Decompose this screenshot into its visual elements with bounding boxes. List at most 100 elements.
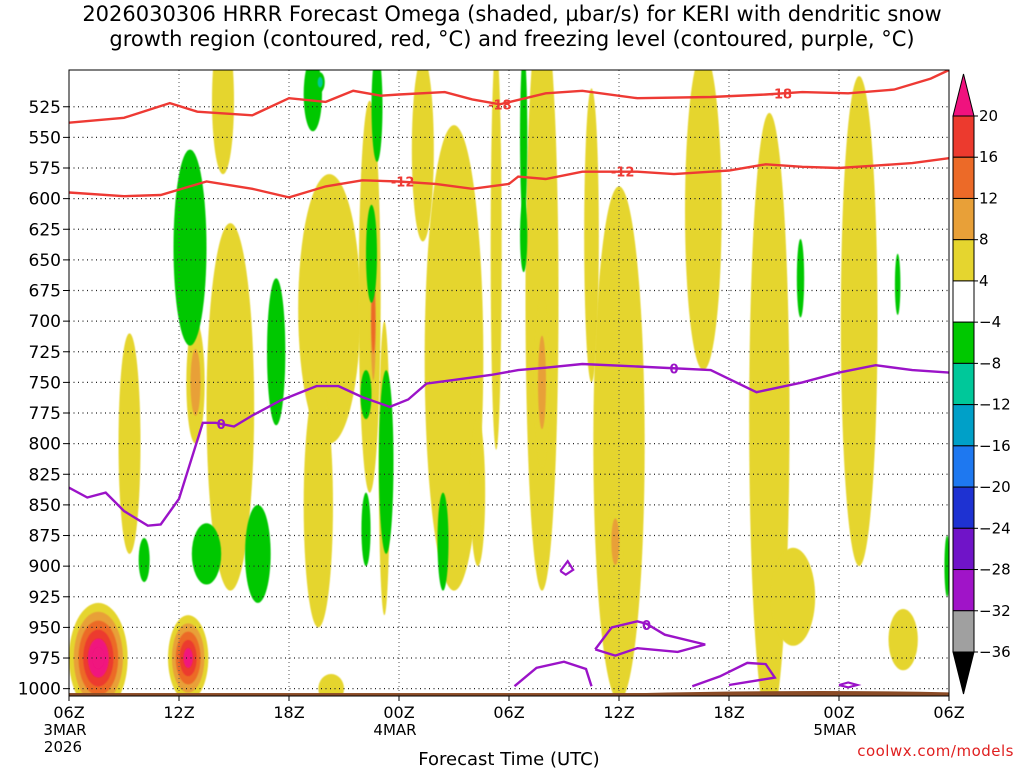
colorbar-bin-4 xyxy=(952,239,975,282)
ytick-label-550: 550 xyxy=(29,128,61,148)
xtick-label-48: 06Z xyxy=(933,703,964,722)
chart-title-line-2: growth region (contoured, red, °C) and f… xyxy=(109,27,915,51)
colorbar-bin-12 xyxy=(952,569,975,612)
colorbar-bin-1 xyxy=(952,115,975,158)
ytick-label-775: 775 xyxy=(29,404,61,424)
xtick-label-24: 06Z xyxy=(493,703,524,722)
omega-cell-20-level-0 xyxy=(749,112,790,696)
colorbar-bin-2 xyxy=(952,156,975,199)
omega-cell-32-level-1 xyxy=(317,76,323,88)
xtick-label-42: 00Z xyxy=(823,703,854,722)
omega-cell-21-level-0 xyxy=(771,547,816,646)
omega-cell-13-level-0 xyxy=(490,70,502,450)
colorbar-under-triangle xyxy=(952,651,975,695)
omega-cell-25-level-4 xyxy=(183,648,193,668)
freezing-level-small-1 xyxy=(838,681,862,689)
ytick-label-725: 725 xyxy=(29,343,61,363)
colorbar-label-3: 8 xyxy=(979,231,989,249)
colorbar-label-8: −16 xyxy=(979,437,1011,455)
ytick-label-575: 575 xyxy=(29,159,61,179)
xtick-label-12: 18Z xyxy=(273,703,304,722)
xtick-label-0: 06Z xyxy=(53,703,84,722)
chart-title-line-1: 2026030306 HRRR Forecast Omega (shaded, … xyxy=(82,2,942,26)
colorbar-bin-9 xyxy=(952,445,975,488)
colorbar: 20 16 12 8 4 −4 −8 −12 −16 −20 −24 −28 −32 −36 xyxy=(952,73,1011,695)
omega-cell-34-level-0 xyxy=(366,204,377,303)
omega-cell-4-level-0 xyxy=(298,174,361,444)
omega-cell-33-level-0 xyxy=(371,70,383,162)
ytick-label-675: 675 xyxy=(29,282,61,302)
ytick-label-950: 950 xyxy=(29,618,61,638)
omega-cell-36-level-0 xyxy=(361,492,371,567)
colorbar-label-1: 16 xyxy=(979,148,998,166)
colorbar-bin-11 xyxy=(952,527,975,571)
omega-cell-6-level-0 xyxy=(318,673,344,696)
omega-cell-30-level-0 xyxy=(138,537,150,583)
ytick-label-825: 825 xyxy=(29,465,61,485)
colorbar-label-5: −4 xyxy=(979,313,1001,331)
omega-cell-22-level-0 xyxy=(840,76,878,567)
omega-cell-18-level-1 xyxy=(611,518,620,566)
omega-cell-28-level-0 xyxy=(191,523,222,585)
label-minus-18-b-text: -18 xyxy=(769,88,793,103)
omega-cell-17-level-0 xyxy=(593,186,645,696)
omega-cell-3-level-0 xyxy=(212,70,234,175)
contour-layer: -18 -18 -12 -12 0 0 0 xyxy=(69,70,949,689)
omega-cell-40-level-0 xyxy=(437,492,449,591)
xtick-label-18: 00Z xyxy=(383,703,414,722)
pressure-axis: 525 550 575 600 625 650 675 700 725 750 775 800 825 8… xyxy=(18,98,69,700)
colorbar-label-12: −32 xyxy=(979,602,1011,620)
ytick-label-900: 900 xyxy=(29,557,61,577)
grid-lines xyxy=(69,70,949,696)
omega-cell-37-level-0 xyxy=(378,370,394,554)
credit-text: coolwx.com/models xyxy=(857,742,1014,760)
ytick-label-925: 925 xyxy=(29,588,61,608)
colorbar-bin-5 xyxy=(952,280,975,323)
label-minus-18-a-text: -18 xyxy=(488,98,512,113)
omega-cell-42-level-0 xyxy=(894,253,901,316)
omega-cell-16-level-0 xyxy=(584,88,599,383)
ytick-label-875: 875 xyxy=(29,527,61,547)
colorbar-bin-6 xyxy=(952,321,975,364)
ytick-label-525: 525 xyxy=(29,98,61,118)
omega-cell-24-level-5 xyxy=(92,647,105,669)
xtick-label-36: 18Z xyxy=(713,703,744,722)
colorbar-label-7: −12 xyxy=(979,396,1011,414)
label-freezing-a: 0 xyxy=(217,418,226,433)
ytick-label-975: 975 xyxy=(29,649,61,669)
colorbar-bin-10 xyxy=(952,486,975,529)
ytick-label-850: 850 xyxy=(29,496,61,516)
label-minus-12-b: -12 xyxy=(611,166,635,181)
freezing-level-secondary xyxy=(594,620,706,657)
omega-cell-10-level-0 xyxy=(411,70,434,242)
colorbar-bin-3 xyxy=(952,197,975,241)
colorbar-bin-13 xyxy=(952,610,975,653)
omega-cell-41-level-0 xyxy=(796,239,805,318)
omega-cell-12-level-0 xyxy=(470,419,486,567)
omega-shading-layer xyxy=(69,70,949,696)
xtick-date-42: 5MAR xyxy=(813,721,856,739)
omega-cell-8-level-2 xyxy=(371,288,376,354)
colorbar-bin-7 xyxy=(952,362,975,406)
omega-cell-38-level-0 xyxy=(520,70,528,224)
colorbar-label-9: −20 xyxy=(979,478,1011,496)
ytick-label-700: 700 xyxy=(29,312,61,332)
ytick-label-650: 650 xyxy=(29,251,61,271)
label-minus-18-b: -18 xyxy=(769,88,793,103)
label-freezing-b: 0 xyxy=(669,362,678,377)
omega-cell-39-level-0 xyxy=(520,198,528,273)
freezing-level-low-a xyxy=(513,660,593,688)
omega-cell-19-level-0 xyxy=(685,70,722,371)
label-minus-12-a: -12 xyxy=(391,176,415,191)
chart-title: 2026030306 HRRR Forecast Omega (shaded, … xyxy=(0,2,1024,52)
label-minus-18-a: -18 xyxy=(488,98,512,113)
colorbar-label-2: 12 xyxy=(979,189,998,207)
xtick-label-30: 12Z xyxy=(603,703,634,722)
omega-cell-2-level-0 xyxy=(118,333,141,554)
xtick-year-0: 2026 xyxy=(44,738,82,756)
label-minus-12-b-text: -12 xyxy=(611,166,635,181)
colorbar-label-4: 4 xyxy=(979,272,989,290)
colorbar-label-10: −24 xyxy=(979,519,1011,537)
colorbar-label-11: −28 xyxy=(979,561,1011,579)
